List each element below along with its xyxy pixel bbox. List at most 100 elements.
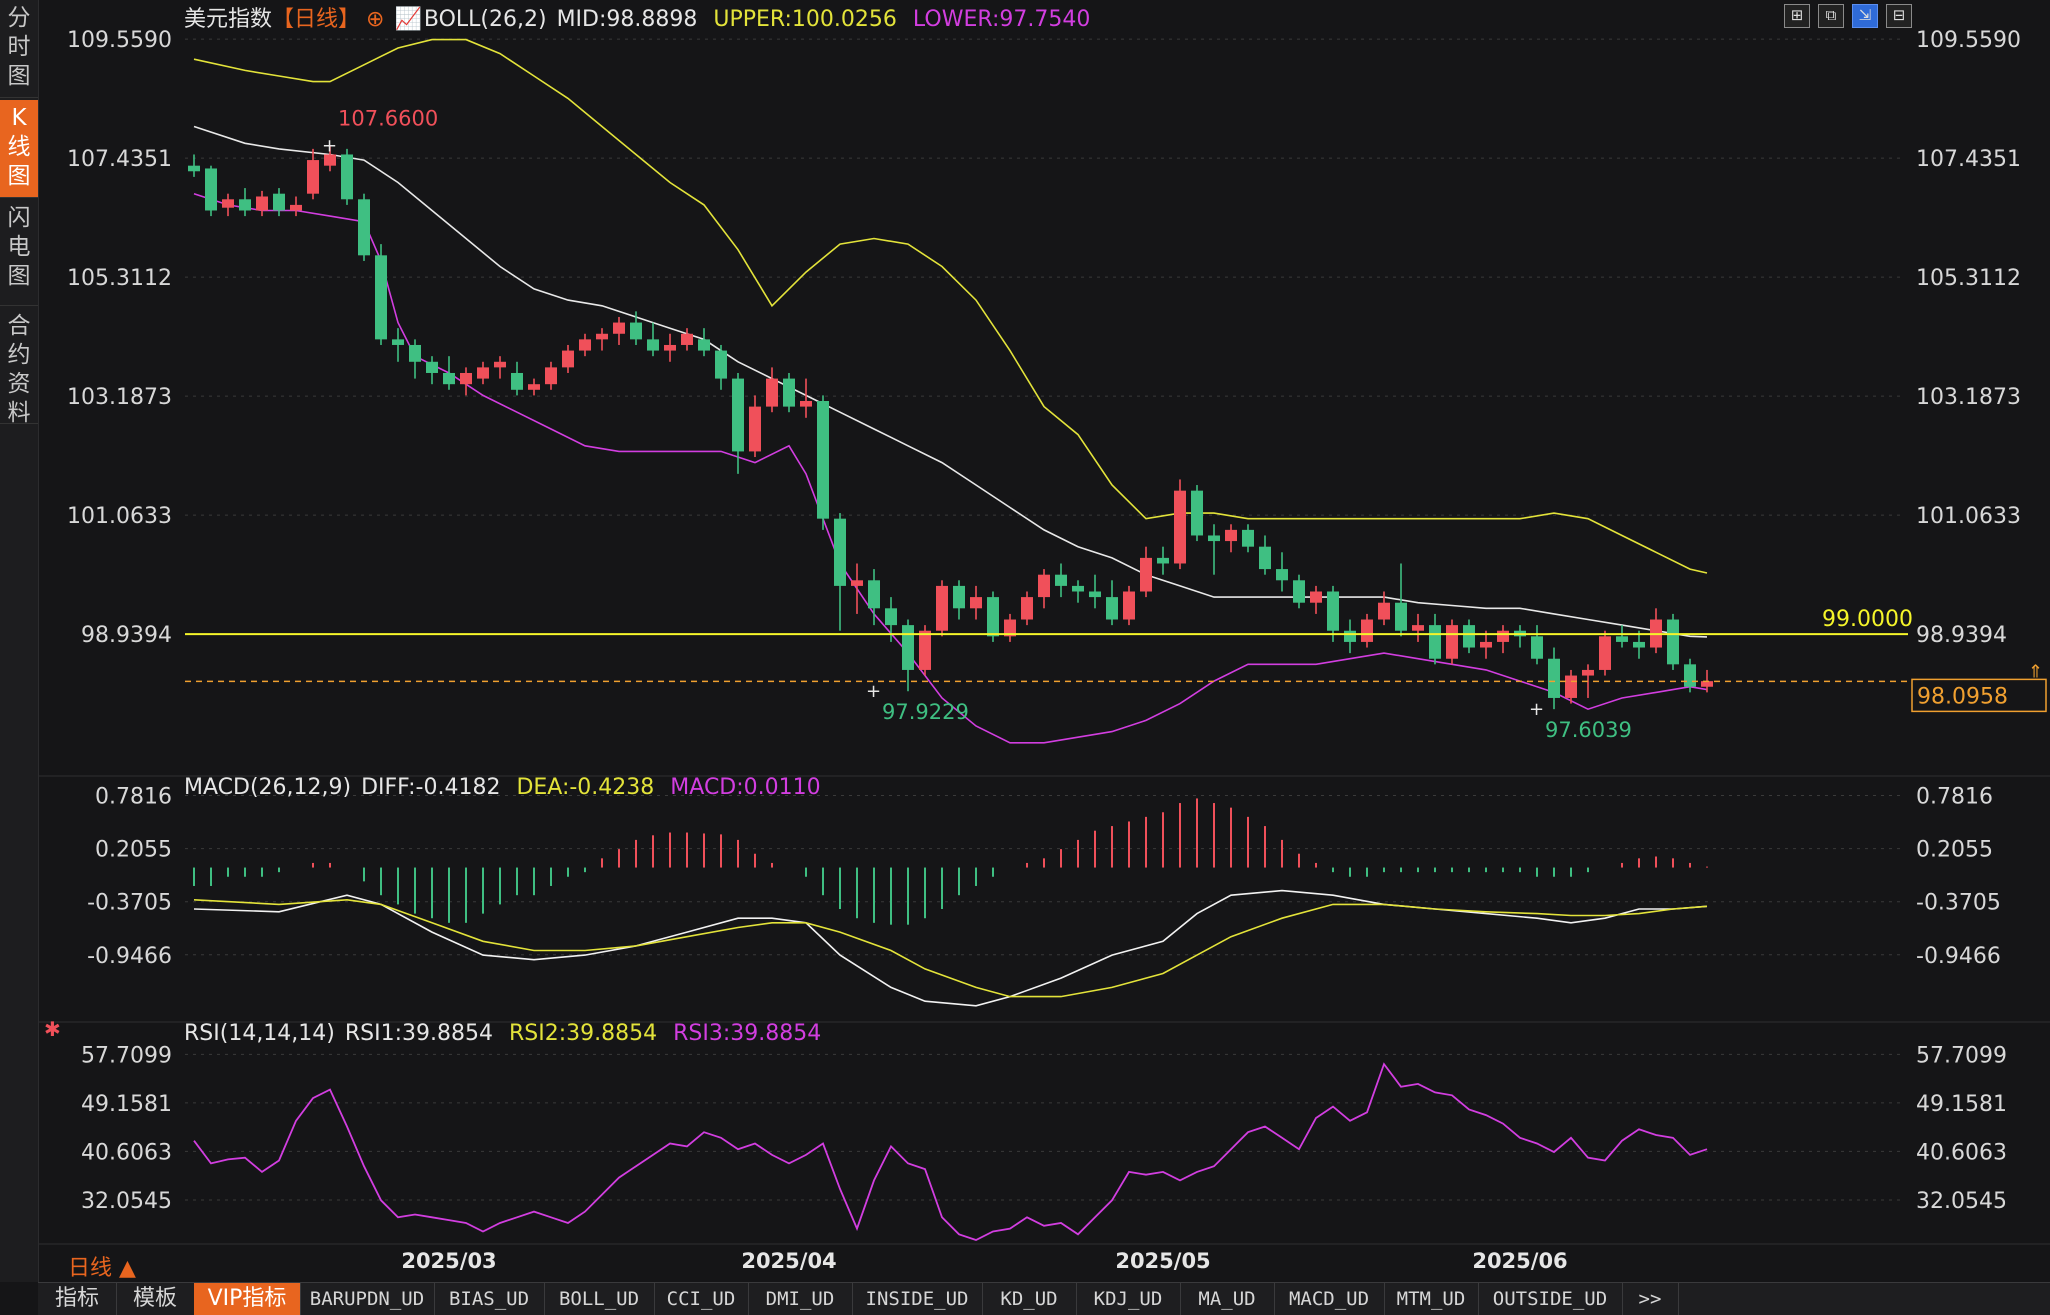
rsi-line [193, 1062, 1708, 1241]
bottom-tab-[interactable]: 模板 [116, 1283, 195, 1315]
candle-body [1310, 591, 1322, 603]
bottom-tab-[interactable]: >> [1622, 1283, 1679, 1315]
side-tab-0[interactable]: 分时图 [0, 0, 38, 98]
bottom-tab-bias-ud[interactable]: BIAS_UD [434, 1283, 545, 1315]
bottom-tab-inside-ud[interactable]: INSIDE_UD [852, 1283, 983, 1315]
y-tick-left: 103.1873 [67, 385, 172, 410]
y-tick-right: 0.2055 [1916, 838, 1993, 863]
macd-header-item: DIFF:-0.4182 [361, 775, 500, 800]
bottom-tab-ma-ud[interactable]: MA_UD [1180, 1283, 1275, 1315]
candle-body [1259, 546, 1271, 570]
candle-body [1123, 591, 1135, 620]
y-tick-right: 107.4351 [1916, 147, 2021, 172]
candle-body [1191, 490, 1203, 536]
candle-body [1157, 557, 1169, 564]
bottom-tab-kd-ud[interactable]: KD_UD [982, 1283, 1077, 1315]
candle-body [205, 168, 217, 211]
candle-body [477, 367, 489, 379]
y-tick-right: -0.3705 [1916, 891, 2001, 916]
y-tick-left: 109.5590 [67, 28, 172, 53]
candle-body [1089, 591, 1101, 598]
y-tick-right: 49.1581 [1916, 1092, 2007, 1117]
candle-body [273, 193, 285, 211]
macd-panel [193, 798, 1708, 1007]
candles[interactable] [188, 145, 1713, 710]
candle-body [222, 199, 234, 208]
candle-body [1361, 619, 1373, 642]
y-tick-left: 0.7816 [95, 785, 172, 810]
candle-body [647, 339, 659, 351]
boll-header-item: BOLL(26,2) [424, 7, 547, 32]
candle-body [1565, 675, 1577, 698]
boll-header-item: UPPER:100.0256 [713, 7, 897, 32]
bottom-tab-macd-ud[interactable]: MACD_UD [1274, 1283, 1385, 1315]
candle-body [970, 597, 982, 609]
macd-diff-line [193, 889, 1708, 1007]
candle-body [681, 333, 693, 345]
macd-header-item: MACD:0.0110 [670, 775, 820, 800]
candle-body [1038, 574, 1050, 598]
crosshair-icon[interactable]: ⊞ [1784, 4, 1810, 28]
bottom-tab-boll-ud[interactable]: BOLL_UD [544, 1283, 655, 1315]
indicator-icon[interactable]: ⇲ [1852, 4, 1878, 28]
side-tab-2[interactable]: 闪电图 [0, 200, 38, 306]
export-icon[interactable]: ⊟ [1886, 4, 1912, 28]
x-tick-label: 2025/03 [401, 1249, 496, 1273]
macd-header-item: DEA:-0.4238 [516, 775, 654, 800]
side-tab-1[interactable]: K线图 [0, 100, 38, 198]
bottom-tab-[interactable]: 指标 [38, 1283, 117, 1315]
candle-body [732, 378, 744, 452]
candle-body [341, 154, 353, 200]
y-tick-right: 0.7816 [1916, 785, 1993, 810]
boll-header: 美元指数【日线】 ⊕ 📈BOLL(26,2) MID:98.8898 UPPER:100… [184, 6, 1090, 32]
bottom-tab-outside-ud[interactable]: OUTSIDE_UD [1478, 1283, 1623, 1315]
candle-body [239, 199, 251, 211]
bottom-tab-barupdn-ud[interactable]: BARUPDN_UD [300, 1283, 435, 1315]
side-tab-3[interactable]: 合约资料 [0, 308, 38, 426]
candle-body [1463, 625, 1475, 648]
period-selector[interactable]: 日线 ▲ [68, 1256, 136, 1281]
candle-body [596, 333, 608, 340]
y-tick-right: 32.0545 [1916, 1189, 2007, 1214]
candle-body [630, 322, 642, 340]
layout-icon[interactable]: ⧉ [1818, 4, 1844, 28]
current-price-box [1911, 678, 2047, 713]
y-tick-left: 49.1581 [81, 1092, 172, 1117]
y-tick-right: 98.9394 [1916, 623, 2007, 648]
rsi-header: RSI(14,14,14) RSI1:39.8854 RSI2:39.8854 RSI… [184, 1021, 821, 1046]
bottom-tab-kdj-ud[interactable]: KDJ_UD [1076, 1283, 1181, 1315]
boll-header-item: MID:98.8898 [557, 7, 698, 32]
y-tick-left: 32.0545 [81, 1189, 172, 1214]
candle-body [1480, 641, 1492, 648]
candle-body [1055, 574, 1067, 586]
candle-body [1633, 641, 1645, 648]
candle-body [902, 625, 914, 670]
y-tick-right: 105.3112 [1916, 266, 2021, 291]
y-tick-left: 0.2055 [95, 838, 172, 863]
candle-body [1684, 664, 1696, 687]
y-tick-right: -0.9466 [1916, 944, 2001, 969]
x-tick-label: 2025/04 [741, 1249, 836, 1273]
bottom-tab-dmi-ud[interactable]: DMI_UD [748, 1283, 853, 1315]
boll-upper-line [193, 38, 1708, 574]
candle-body [1701, 681, 1713, 687]
y-tick-right: 109.5590 [1916, 28, 2021, 53]
candle-body [698, 339, 710, 351]
candle-body [188, 165, 200, 172]
high-annotation: 107.6600 [338, 107, 438, 131]
candle-body [392, 339, 404, 345]
candle-body [1208, 535, 1220, 542]
candle-body [460, 372, 472, 385]
bottom-tab-cci-ud[interactable]: CCI_UD [654, 1283, 749, 1315]
candle-body [511, 372, 523, 390]
bottom-tab-vip[interactable]: VIP指标 [194, 1283, 301, 1315]
bottom-tab-mtm-ud[interactable]: MTM_UD [1384, 1283, 1479, 1315]
candle-body [1072, 585, 1084, 592]
y-tick-right: 40.6063 [1916, 1140, 2007, 1165]
candle-body [715, 350, 727, 379]
candle-body [1548, 658, 1560, 698]
grid-lines [38, 38, 2050, 1245]
candle-body [1531, 636, 1543, 659]
x-tick-label: 2025/05 [1115, 1249, 1210, 1273]
